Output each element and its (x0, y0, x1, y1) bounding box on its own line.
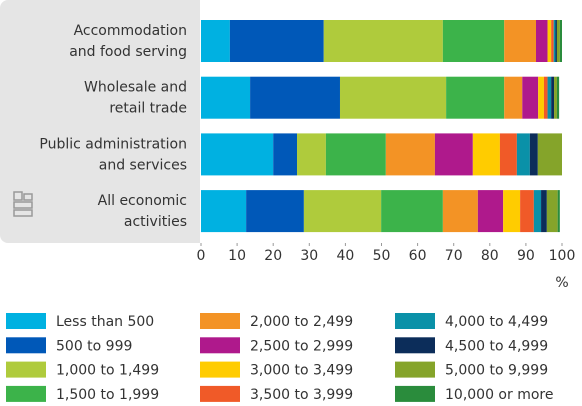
x-tick-label: 0 (197, 248, 206, 264)
legend-swatch (6, 385, 46, 402)
category-label: retail trade (109, 101, 187, 117)
bar-segment (504, 20, 537, 62)
bar-segment (522, 76, 539, 119)
bar-segment (250, 76, 340, 119)
legend-swatch (200, 361, 240, 378)
category-label: and food serving (69, 44, 187, 60)
bar-segment (246, 190, 304, 233)
bar-segment (541, 190, 547, 233)
bar-segment (323, 20, 443, 62)
bar-segment (442, 20, 505, 62)
category-label: All economic (98, 193, 187, 209)
legend-swatch (6, 361, 46, 378)
bar-segment (442, 190, 478, 233)
bar-segment (325, 133, 386, 176)
bar-segment (533, 190, 542, 233)
bar-segment (553, 20, 556, 62)
bar-segment (477, 190, 504, 233)
bar-segment (381, 190, 443, 233)
legend-label: 5,000 to 9,999 (445, 363, 548, 379)
bar-segment (556, 76, 560, 119)
x-tick-label: 40 (336, 248, 354, 264)
category-label: and services (99, 157, 187, 173)
bar-segment (537, 133, 562, 176)
category-label: Wholesale and (84, 80, 187, 96)
legend-label: 4,000 to 4,499 (445, 314, 548, 330)
x-unit: % (555, 275, 568, 291)
x-tick-label: 30 (300, 248, 318, 264)
legend-label: 10,000 or more (445, 387, 553, 403)
legend-swatch (6, 313, 46, 329)
legend-label: 3,000 to 3,499 (250, 363, 353, 379)
category-label: Accommodation (74, 23, 187, 39)
bar-segment (434, 133, 473, 176)
bar-segment (201, 190, 247, 233)
bar-segment (504, 76, 523, 119)
bar-segment (543, 76, 548, 119)
logo (13, 191, 33, 217)
x-tick-label: 90 (517, 248, 535, 264)
x-tick-label: 50 (373, 248, 391, 264)
legend-swatch (6, 337, 46, 354)
legend-label: 2,500 to 2,999 (250, 338, 353, 354)
x-tick-label: 20 (264, 248, 282, 264)
bar-segment (559, 20, 562, 62)
bar-segment (546, 190, 558, 233)
bar-segment (201, 76, 251, 119)
category-label: activities (124, 214, 187, 230)
bar-segment (201, 133, 274, 176)
legend-label: Less than 500 (56, 314, 154, 330)
legend-label: 3,500 to 3,999 (250, 387, 353, 403)
bar-segment (547, 20, 552, 62)
bar-segment (472, 133, 500, 176)
x-tick-label: 100 (549, 248, 576, 264)
bar-segment (536, 20, 548, 62)
bar-segment (503, 190, 521, 233)
bar-segment (557, 190, 560, 233)
legend-swatch (200, 313, 240, 329)
bar-segment (538, 76, 544, 119)
x-tick-label: 10 (228, 248, 246, 264)
bar-segment (339, 76, 447, 119)
bar-segment (201, 20, 230, 62)
legend-swatch (200, 337, 240, 354)
x-tick-label: 60 (409, 248, 427, 264)
legend-label: 2,000 to 2,499 (250, 314, 353, 330)
bar-segment (446, 76, 505, 119)
category-label: Public administration (39, 136, 187, 152)
bar-segment (547, 76, 552, 119)
bar-segment (499, 133, 517, 176)
x-tick-label: 70 (445, 248, 463, 264)
bar-segment (273, 133, 298, 176)
legend-label: 1,000 to 1,499 (56, 363, 159, 379)
x-tick-label: 80 (481, 248, 499, 264)
legend-swatch (395, 337, 435, 354)
bar-segment (554, 76, 557, 119)
bar-segment (229, 20, 324, 62)
bar-segment (551, 20, 554, 62)
legend-label: 500 to 999 (56, 338, 132, 354)
legend-swatch (200, 385, 240, 402)
bar-segment (516, 133, 530, 176)
legend-label: 1,500 to 1,999 (56, 387, 159, 403)
legend-swatch (395, 385, 435, 402)
legend-label: 4,500 to 4,999 (445, 338, 548, 354)
bar-segment (297, 133, 326, 176)
bar-segment (556, 20, 560, 62)
legend-swatch (395, 313, 435, 329)
bar-segment (385, 133, 435, 176)
legend-swatch (395, 361, 435, 378)
bar-segment (551, 76, 555, 119)
bar-segment (303, 190, 382, 233)
bar-segment (555, 20, 557, 62)
bar-segment (529, 133, 538, 176)
label-panel (0, 0, 210, 243)
bar-segment (520, 190, 534, 233)
